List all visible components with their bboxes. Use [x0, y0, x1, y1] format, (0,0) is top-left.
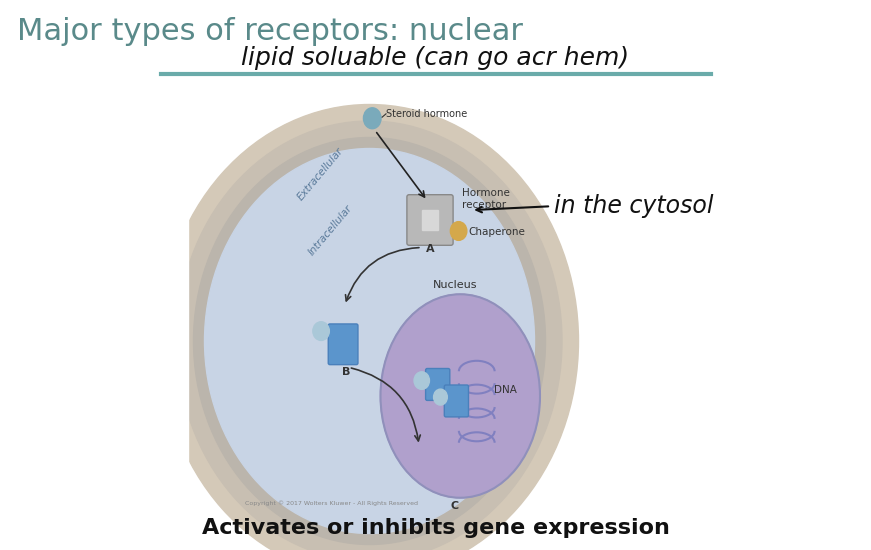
Text: Chaperone: Chaperone — [469, 227, 525, 237]
Text: lipid soluable (can go acr hem): lipid soluable (can go acr hem) — [241, 46, 630, 70]
Ellipse shape — [193, 138, 545, 544]
Bar — [422, 210, 438, 230]
FancyBboxPatch shape — [407, 195, 453, 245]
Ellipse shape — [313, 322, 329, 340]
Bar — [133, 0, 188, 550]
Text: C: C — [450, 500, 459, 511]
FancyBboxPatch shape — [426, 368, 449, 400]
Text: Extracellular: Extracellular — [295, 146, 345, 203]
Text: Activates or inhibits gene expression: Activates or inhibits gene expression — [201, 518, 670, 538]
Bar — [133, 0, 738, 88]
Ellipse shape — [414, 372, 429, 389]
Ellipse shape — [381, 294, 540, 498]
Text: Copyright © 2017 Wolters Kluwer - All Rights Reserved: Copyright © 2017 Wolters Kluwer - All Ri… — [245, 500, 417, 506]
Text: Major types of receptors: nuclear: Major types of receptors: nuclear — [17, 16, 523, 46]
Ellipse shape — [363, 108, 381, 129]
Ellipse shape — [205, 148, 535, 534]
Text: Hormone
receptor: Hormone receptor — [462, 188, 510, 210]
FancyBboxPatch shape — [328, 324, 358, 365]
Text: Nucleus: Nucleus — [433, 279, 477, 290]
Ellipse shape — [434, 389, 448, 405]
Text: in the cytosol: in the cytosol — [554, 194, 713, 218]
Text: B: B — [341, 367, 350, 377]
Text: Steroid hormone: Steroid hormone — [386, 109, 467, 119]
Bar — [645, 0, 754, 550]
Text: Intracellular: Intracellular — [307, 204, 354, 258]
Ellipse shape — [177, 121, 562, 550]
Ellipse shape — [160, 104, 578, 550]
Ellipse shape — [450, 222, 467, 240]
Text: DNA: DNA — [495, 385, 517, 395]
Text: A: A — [426, 244, 435, 254]
FancyBboxPatch shape — [444, 385, 469, 417]
